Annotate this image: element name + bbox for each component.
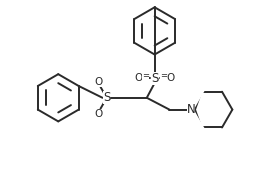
Text: O: O (95, 108, 103, 118)
Text: S: S (151, 72, 158, 85)
Text: =: = (142, 71, 149, 80)
Text: S: S (103, 91, 110, 104)
Text: O: O (135, 73, 143, 83)
Text: =: = (160, 71, 167, 80)
Text: O: O (166, 73, 175, 83)
Text: N: N (187, 103, 195, 116)
Text: O: O (95, 77, 103, 87)
